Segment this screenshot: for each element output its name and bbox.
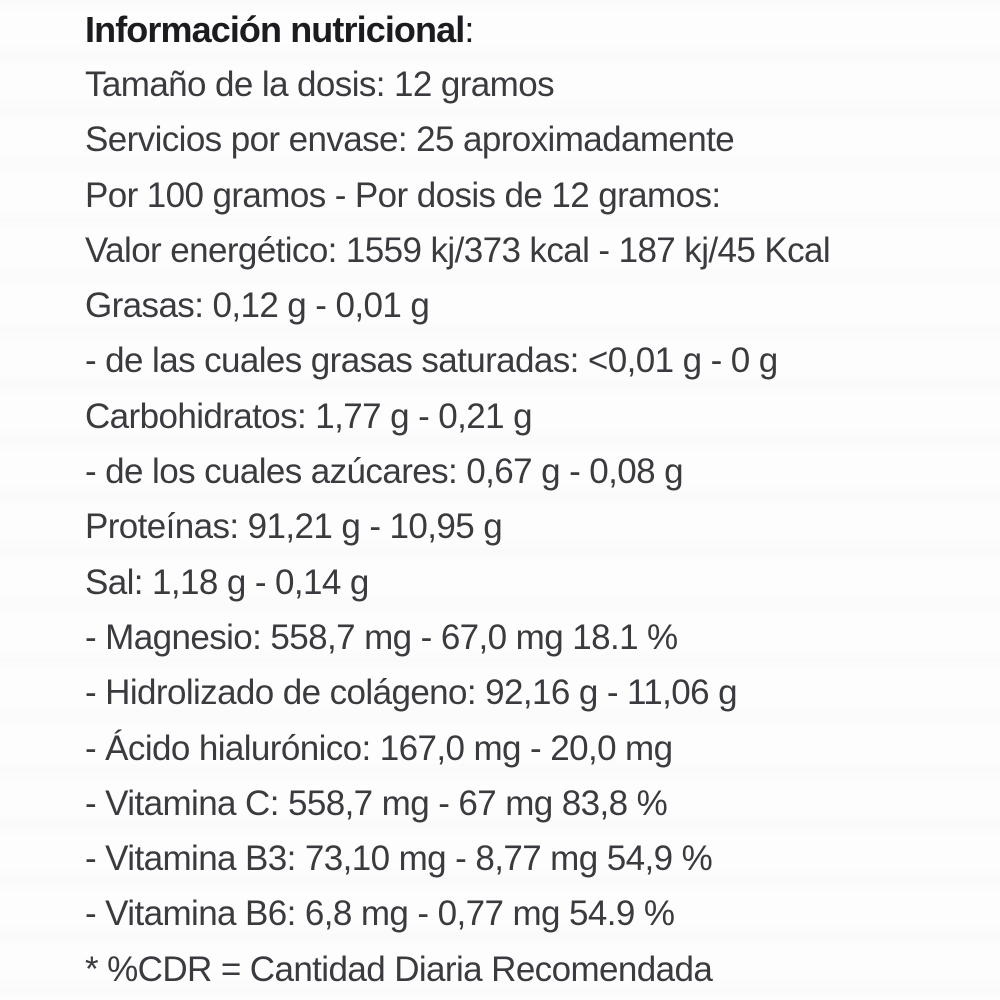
line-vitamin-c: - Vitamina C: 558,7 mg - 67 mg 83,8 %	[85, 783, 668, 823]
line-salt: Sal: 1,18 g - 0,14 g	[85, 562, 369, 602]
line-sugars: - de los cuales azúcares: 0,67 g - 0,08 …	[85, 452, 684, 492]
line-serving-size: Tamaño de la dosis: 12 gramos	[85, 64, 555, 104]
line-hydrolyzed-collagen: - Hidrolizado de colágeno: 92,16 g - 11,…	[85, 673, 738, 713]
line-fat: Grasas: 0,12 g - 0,01 g	[85, 286, 430, 326]
line-servings-per-container: Servicios por envase: 25 aproximadamente	[85, 120, 735, 160]
line-protein: Proteínas: 91,21 g - 10,95 g	[85, 507, 503, 547]
line-saturated-fat: - de las cuales grasas saturadas: <0,01 …	[85, 341, 778, 381]
line-carbohydrates: Carbohidratos: 1,77 g - 0,21 g	[85, 396, 533, 436]
line-magnesium: - Magnesio: 558,7 mg - 67,0 mg 18.1 %	[85, 617, 678, 657]
line-vitamin-b6: - Vitamina B6: 6,8 mg - 0,77 mg 54.9 %	[85, 894, 675, 934]
line-cdr-footnote: * %CDR = Cantidad Diaria Recomendada	[85, 949, 713, 989]
label-title: Información nutricional:	[85, 2, 980, 57]
label-title-colon: :	[464, 8, 474, 50]
label-title-text: Información nutricional	[85, 8, 465, 50]
line-energy: Valor energético: 1559 kj/373 kcal - 187…	[85, 230, 831, 270]
line-column-basis: Por 100 gramos - Por dosis de 12 gramos:	[85, 175, 721, 215]
line-hyaluronic-acid: - Ácido hialurónico: 167,0 mg - 20,0 mg	[85, 728, 673, 768]
line-vitamin-b3: - Vitamina B3: 73,10 mg - 8,77 mg 54,9 %	[85, 839, 713, 879]
